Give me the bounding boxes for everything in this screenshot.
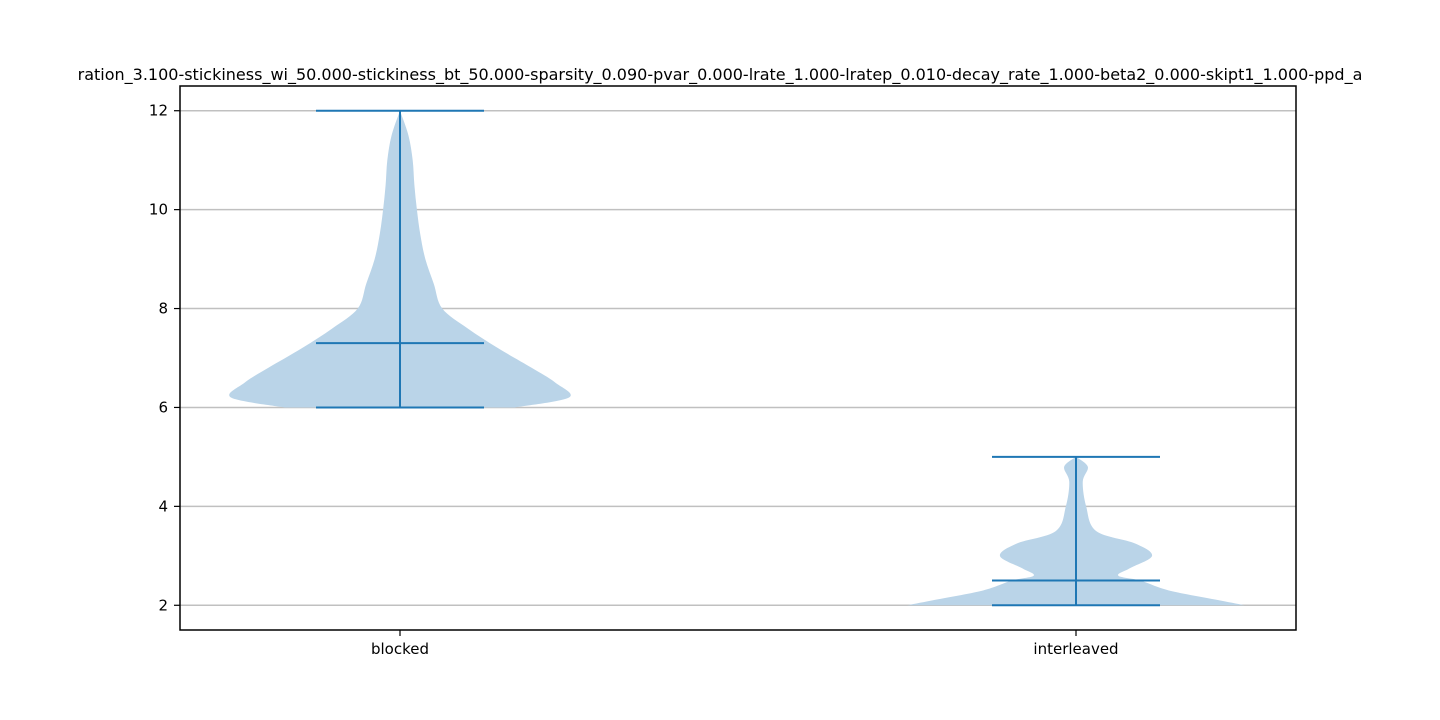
x-tick-label-blocked: blocked: [371, 640, 429, 658]
y-tick-label: 8: [158, 300, 168, 318]
y-tick-label: 4: [158, 497, 168, 515]
violin-bodies: [229, 110, 1245, 606]
y-tick-label: 12: [149, 102, 168, 120]
x-axis-ticks: blocked interleaved: [371, 630, 1119, 658]
y-tick-label: 6: [158, 398, 168, 416]
plot-frame: [179, 85, 1297, 631]
y-tick-label: 10: [149, 201, 168, 219]
y-tick-label: 2: [158, 596, 168, 614]
violin-statistics: [316, 109, 1160, 607]
y-axis-ticks: 2 4 6 8 10 12: [149, 102, 180, 614]
x-tick-label-interleaved: interleaved: [1033, 640, 1118, 658]
chart-title: ration_3.100-stickiness_wi_50.000-sticki…: [78, 65, 1363, 85]
